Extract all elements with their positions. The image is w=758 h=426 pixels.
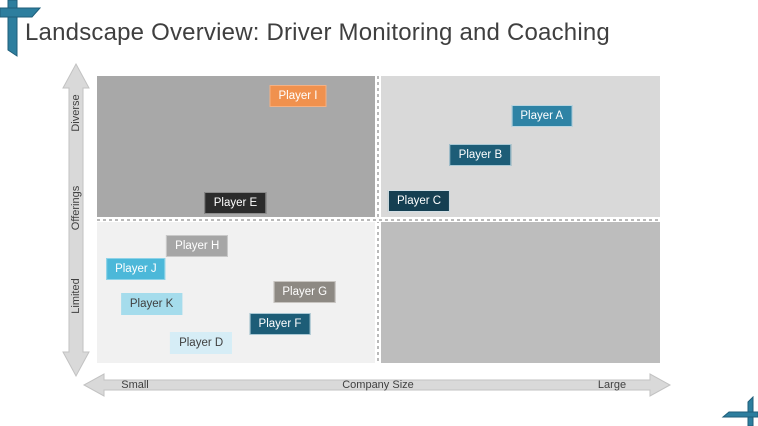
y-axis-top-label: Diverse <box>70 94 82 132</box>
x-axis-left-label: Small <box>121 379 149 391</box>
slide-title: Landscape Overview: Driver Monitoring an… <box>25 19 610 46</box>
player-chip: Player A <box>511 104 573 127</box>
player-chip: Player B <box>449 144 512 167</box>
y-axis-title: Offerings <box>70 185 82 231</box>
y-axis-arrow <box>62 62 90 378</box>
quadrant-divider-horizontal <box>97 217 660 222</box>
quadrant-bottom-right <box>381 222 660 363</box>
player-chip: Player J <box>106 258 166 281</box>
y-axis-bottom-label: Limited <box>70 278 82 314</box>
x-axis-arrow <box>82 373 672 397</box>
quadrant-chart: Player A Player B Player C Player D Player E… <box>97 76 660 363</box>
player-chip: Player C <box>387 189 451 212</box>
corner-accent-top-left-icon <box>0 0 42 57</box>
x-axis-right-label: Large <box>597 379 627 391</box>
player-chip: Player K <box>120 293 183 316</box>
player-chip: Player F <box>249 312 311 335</box>
player-chip: Player H <box>166 234 229 257</box>
player-chip: Player G <box>273 281 337 304</box>
player-chip: Player E <box>204 192 267 215</box>
corner-accent-bottom-right-icon <box>721 396 758 426</box>
player-chip: Player D <box>170 331 233 354</box>
x-axis-title: Company Size <box>342 379 414 391</box>
player-chip: Player I <box>269 84 327 107</box>
